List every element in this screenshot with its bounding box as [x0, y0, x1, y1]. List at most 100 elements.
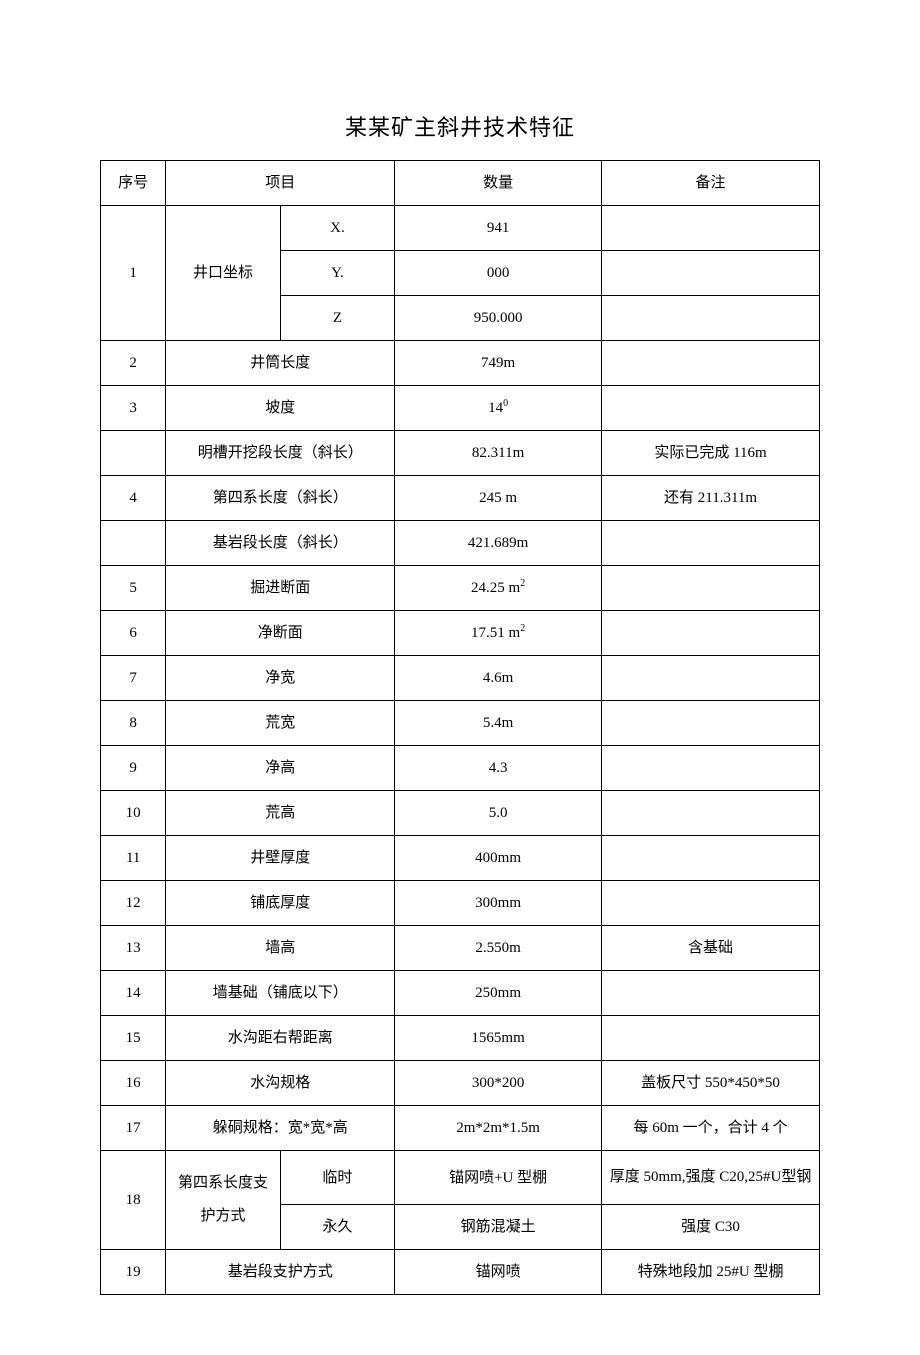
cell-seq: 5 [101, 566, 166, 611]
cell-qty: 2.550m [395, 926, 602, 971]
cell-seq: 3 [101, 386, 166, 431]
cell-sub: 永久 [280, 1205, 394, 1250]
cell-item: 墙基础（铺底以下） [166, 971, 395, 1016]
header-note: 备注 [602, 161, 820, 206]
cell-note [602, 881, 820, 926]
cell-seq: 17 [101, 1106, 166, 1151]
cell-item: 躲硐规格：宽*宽*高 [166, 1106, 395, 1151]
cell-seq: 9 [101, 746, 166, 791]
cell-item: 明槽开挖段长度（斜长） [166, 431, 395, 476]
cell-seq [101, 521, 166, 566]
cell-qty: 4.6m [395, 656, 602, 701]
cell-qty: 5.4m [395, 701, 602, 746]
cell-item: 铺底厚度 [166, 881, 395, 926]
cell-note [602, 746, 820, 791]
cell-note: 特殊地段加 25#U 型棚 [602, 1250, 820, 1295]
cell-seq: 16 [101, 1061, 166, 1106]
cell-seq: 8 [101, 701, 166, 746]
cell-item: 水沟距右帮距离 [166, 1016, 395, 1061]
cell-item: 基岩段长度（斜长） [166, 521, 395, 566]
cell-item: 掘进断面 [166, 566, 395, 611]
cell-qty: 421.689m [395, 521, 602, 566]
cell-note: 每 60m 一个，合计 4 个 [602, 1106, 820, 1151]
cell-note: 还有 211.311m [602, 476, 820, 521]
cell-qty: 950.000 [395, 296, 602, 341]
cell-seq [101, 431, 166, 476]
cell-note [602, 611, 820, 656]
cell-qty: 941 [395, 206, 602, 251]
cell-seq: 14 [101, 971, 166, 1016]
cell-qty: 300*200 [395, 1061, 602, 1106]
table-row: 基岩段长度（斜长） 421.689m [101, 521, 820, 566]
cell-item: 水沟规格 [166, 1061, 395, 1106]
cell-note [602, 386, 820, 431]
cell-note: 实际已完成 116m [602, 431, 820, 476]
cell-qty: 锚网喷+U 型棚 [395, 1151, 602, 1205]
table-row: 11 井壁厚度 400mm [101, 836, 820, 881]
cell-item: 井壁厚度 [166, 836, 395, 881]
page-title: 某某矿主斜井技术特征 [100, 110, 820, 142]
table-row: 16 水沟规格 300*200 盖板尺寸 550*450*50 [101, 1061, 820, 1106]
cell-item: 荒高 [166, 791, 395, 836]
cell-sub: X. [280, 206, 394, 251]
cell-note [602, 1016, 820, 1061]
cell-qty: 250mm [395, 971, 602, 1016]
cell-note [602, 656, 820, 701]
cell-seq: 7 [101, 656, 166, 701]
table-row: 17 躲硐规格：宽*宽*高 2m*2m*1.5m 每 60m 一个，合计 4 个 [101, 1106, 820, 1151]
cell-qty: 400mm [395, 836, 602, 881]
cell-seq: 11 [101, 836, 166, 881]
cell-seq: 4 [101, 476, 166, 521]
cell-qty: 17.51 m2 [395, 611, 602, 656]
cell-seq: 13 [101, 926, 166, 971]
cell-note [602, 791, 820, 836]
cell-qty: 锚网喷 [395, 1250, 602, 1295]
table-row: 6 净断面 17.51 m2 [101, 611, 820, 656]
cell-qty: 钢筋混凝土 [395, 1205, 602, 1250]
cell-qty: 82.311m [395, 431, 602, 476]
table-row: 12 铺底厚度 300mm [101, 881, 820, 926]
cell-note [602, 296, 820, 341]
cell-qty: 24.25 m2 [395, 566, 602, 611]
table-row: 1 井口坐标 X. 941 [101, 206, 820, 251]
cell-sub: 临时 [280, 1151, 394, 1205]
cell-qty: 000 [395, 251, 602, 296]
cell-note [602, 251, 820, 296]
cell-seq: 6 [101, 611, 166, 656]
table-row: 7 净宽 4.6m [101, 656, 820, 701]
cell-qty: 5.0 [395, 791, 602, 836]
cell-qty: 749m [395, 341, 602, 386]
cell-qty: 1565mm [395, 1016, 602, 1061]
cell-sub: Y. [280, 251, 394, 296]
table-row: 3 坡度 140 [101, 386, 820, 431]
cell-item: 净断面 [166, 611, 395, 656]
header-item: 项目 [166, 161, 395, 206]
cell-item: 荒宽 [166, 701, 395, 746]
table-row: 5 掘进断面 24.25 m2 [101, 566, 820, 611]
cell-qty: 300mm [395, 881, 602, 926]
cell-note [602, 701, 820, 746]
table-row: 明槽开挖段长度（斜长） 82.311m 实际已完成 116m [101, 431, 820, 476]
cell-item: 第四系长度支护方式 [166, 1151, 280, 1250]
cell-item: 井口坐标 [166, 206, 280, 341]
table-row: 10 荒高 5.0 [101, 791, 820, 836]
table-row: 13 墙高 2.550m 含基础 [101, 926, 820, 971]
cell-qty: 140 [395, 386, 602, 431]
cell-item: 墙高 [166, 926, 395, 971]
cell-qty: 4.3 [395, 746, 602, 791]
table-row: 15 水沟距右帮距离 1565mm [101, 1016, 820, 1061]
cell-seq: 18 [101, 1151, 166, 1250]
cell-seq: 19 [101, 1250, 166, 1295]
cell-note [602, 206, 820, 251]
cell-item: 第四系长度（斜长） [166, 476, 395, 521]
cell-note [602, 521, 820, 566]
cell-item: 净高 [166, 746, 395, 791]
cell-note [602, 836, 820, 881]
cell-seq: 12 [101, 881, 166, 926]
cell-seq: 2 [101, 341, 166, 386]
cell-note [602, 566, 820, 611]
table-row: 14 墙基础（铺底以下） 250mm [101, 971, 820, 1016]
table-row: 9 净高 4.3 [101, 746, 820, 791]
cell-note: 含基础 [602, 926, 820, 971]
table-header-row: 序号 项目 数量 备注 [101, 161, 820, 206]
